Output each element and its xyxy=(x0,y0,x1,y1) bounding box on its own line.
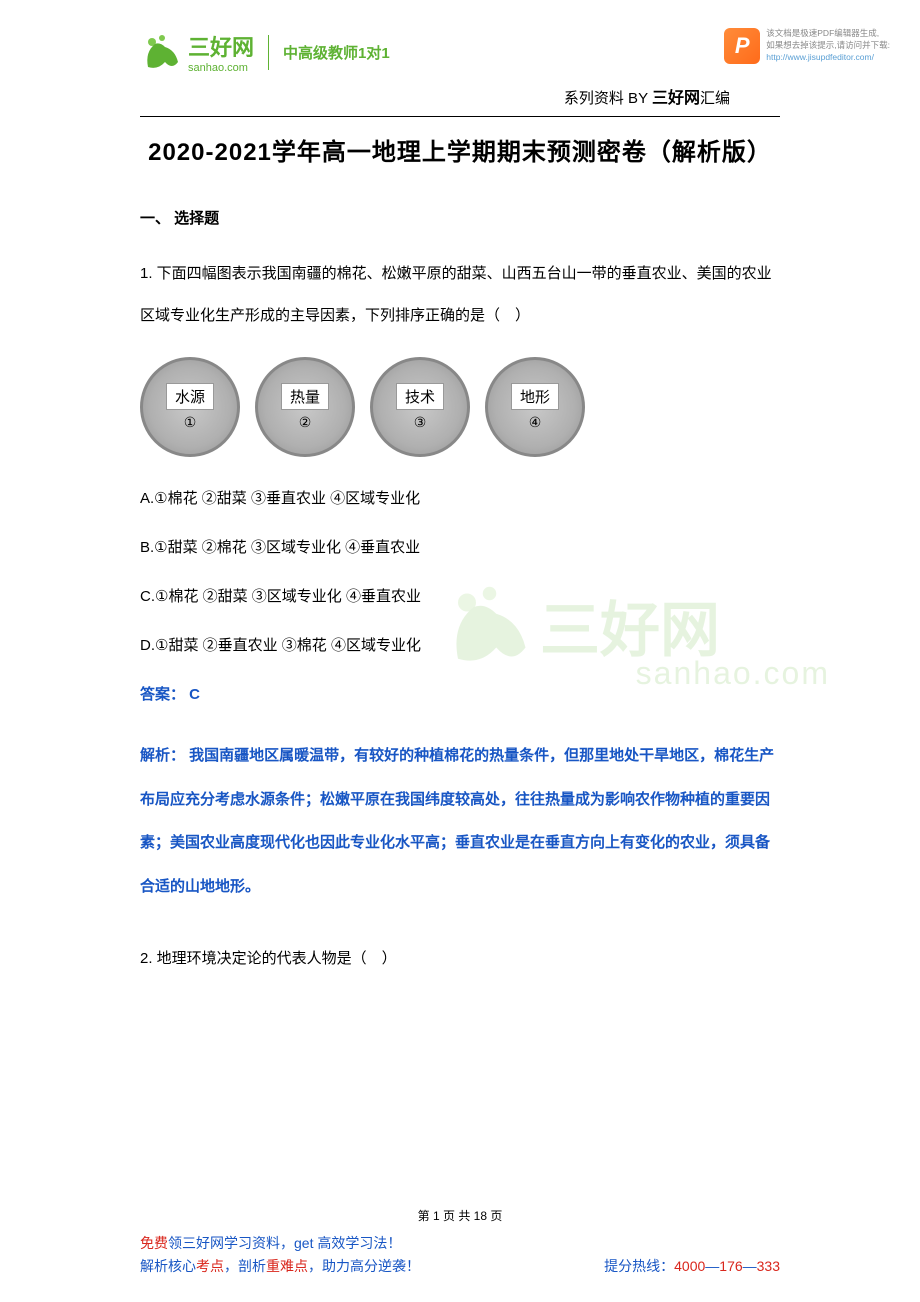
factor-circle-3: 技术 ③ xyxy=(370,357,470,457)
footer-l2c: ，剖析 xyxy=(224,1258,266,1274)
factor-label-2: 热量 xyxy=(281,383,329,410)
page-title: 2020-2021学年高一地理上学期期末预测密卷（解析版） xyxy=(140,132,780,167)
hr-line xyxy=(140,116,780,117)
footer-l1c: get xyxy=(294,1235,317,1251)
series-line: 系列资料 BY 三好网汇编 xyxy=(140,84,780,108)
logo-domain: sanhao.com xyxy=(188,62,254,74)
factor-circle-4: 地形 ④ xyxy=(485,357,585,457)
footer-l1b: 领三好网学习资料， xyxy=(168,1235,294,1251)
factor-label-3: 技术 xyxy=(396,383,444,410)
footer-hotline-2: 176 xyxy=(719,1258,742,1274)
answer: 答案： C xyxy=(140,683,780,704)
series-prefix: 系列资料 BY xyxy=(564,90,652,107)
q1-text: 1. 下面四幅图表示我国南疆的棉花、松嫩平原的甜菜、山西五台山一带的垂直农业、美… xyxy=(140,253,780,337)
footer-l2b: 考点 xyxy=(196,1258,224,1274)
footer-l2d: 重难点 xyxy=(266,1258,308,1274)
series-suffix: 汇编 xyxy=(700,90,730,107)
factor-label-4: 地形 xyxy=(511,383,559,410)
logo-text: 三好网 sanhao.com xyxy=(188,30,254,74)
footer-l1a: 免费 xyxy=(140,1235,168,1251)
factor-label-1: 水源 xyxy=(166,383,214,410)
factor-circle-2: 热量 ② xyxy=(255,357,355,457)
footer-hotline-d1: — xyxy=(705,1258,719,1274)
logo-divider xyxy=(268,35,269,70)
factor-num-3: ③ xyxy=(414,414,427,431)
footer-hotline-3: 333 xyxy=(757,1258,780,1274)
page-header: 三好网 sanhao.com 中高级教师1对1 xyxy=(140,30,780,74)
pdf-link[interactable]: http://www.jisupdfeditor.com/ xyxy=(766,52,890,62)
q2-text: 2. 地理环境决定论的代表人物是（ ） xyxy=(140,938,780,980)
page-number: 第 1 页 共 18 页 xyxy=(0,1207,920,1224)
pdf-badge: P 该文档是极速PDF编辑器生成, 如果想去掉该提示,请访问并下载: http:… xyxy=(724,28,890,64)
option-b: B.①甜菜 ②棉花 ③区域专业化 ④垂直农业 xyxy=(140,536,780,557)
footer-line-2: 解析核心考点，剖析重难点，助力高分逆袭！ 提分热线：4000—176—333 xyxy=(140,1255,780,1277)
analysis: 解析： 我国南疆地区属暖温带，有较好的种植棉花的热量条件，但那里地处干旱地区，棉… xyxy=(140,734,780,908)
logo-section: 三好网 sanhao.com 中高级教师1对1 xyxy=(140,30,390,74)
factor-circles: 水源 ① 热量 ② 技术 ③ 地形 ④ xyxy=(140,357,780,457)
footer-hotline-1: 4000 xyxy=(674,1258,705,1274)
option-d: D.①甜菜 ②垂直农业 ③棉花 ④区域专业化 xyxy=(140,634,780,655)
factor-circle-1: 水源 ① xyxy=(140,357,240,457)
footer-l2e: ，助力高分逆袭！ xyxy=(308,1258,420,1274)
series-brand: 三好网 xyxy=(652,90,700,107)
factor-num-4: ④ xyxy=(529,414,542,431)
logo-subtitle: 中高级教师1对1 xyxy=(283,42,390,63)
footer-l2a: 解析核心 xyxy=(140,1258,196,1274)
pdf-text-block: 该文档是极速PDF编辑器生成, 如果想去掉该提示,请访问并下载: http://… xyxy=(766,28,890,62)
pdf-icon: P xyxy=(724,28,760,64)
option-a: A.①棉花 ②甜菜 ③垂直农业 ④区域专业化 xyxy=(140,487,780,508)
factor-num-2: ② xyxy=(299,414,312,431)
page-footer: 免费领三好网学习资料，get 高效学习法！ 解析核心考点，剖析重难点，助力高分逆… xyxy=(140,1232,780,1277)
option-c: C.①棉花 ②甜菜 ③区域专业化 ④垂直农业 xyxy=(140,585,780,606)
logo-icon xyxy=(140,32,180,72)
factor-num-1: ① xyxy=(184,414,197,431)
section-head: 一、 选择题 xyxy=(140,207,780,228)
pdf-text-2: 如果想去掉该提示,请访问并下载: xyxy=(766,40,890,52)
footer-l1d: 高效学习法！ xyxy=(317,1235,401,1251)
pdf-text-1: 该文档是极速PDF编辑器生成, xyxy=(766,28,890,40)
footer-hotline-label: 提分热线： xyxy=(604,1258,674,1274)
footer-hotline-d2: — xyxy=(743,1258,757,1274)
footer-line-1: 免费领三好网学习资料，get 高效学习法！ xyxy=(140,1232,780,1254)
logo-name: 三好网 xyxy=(188,30,254,62)
